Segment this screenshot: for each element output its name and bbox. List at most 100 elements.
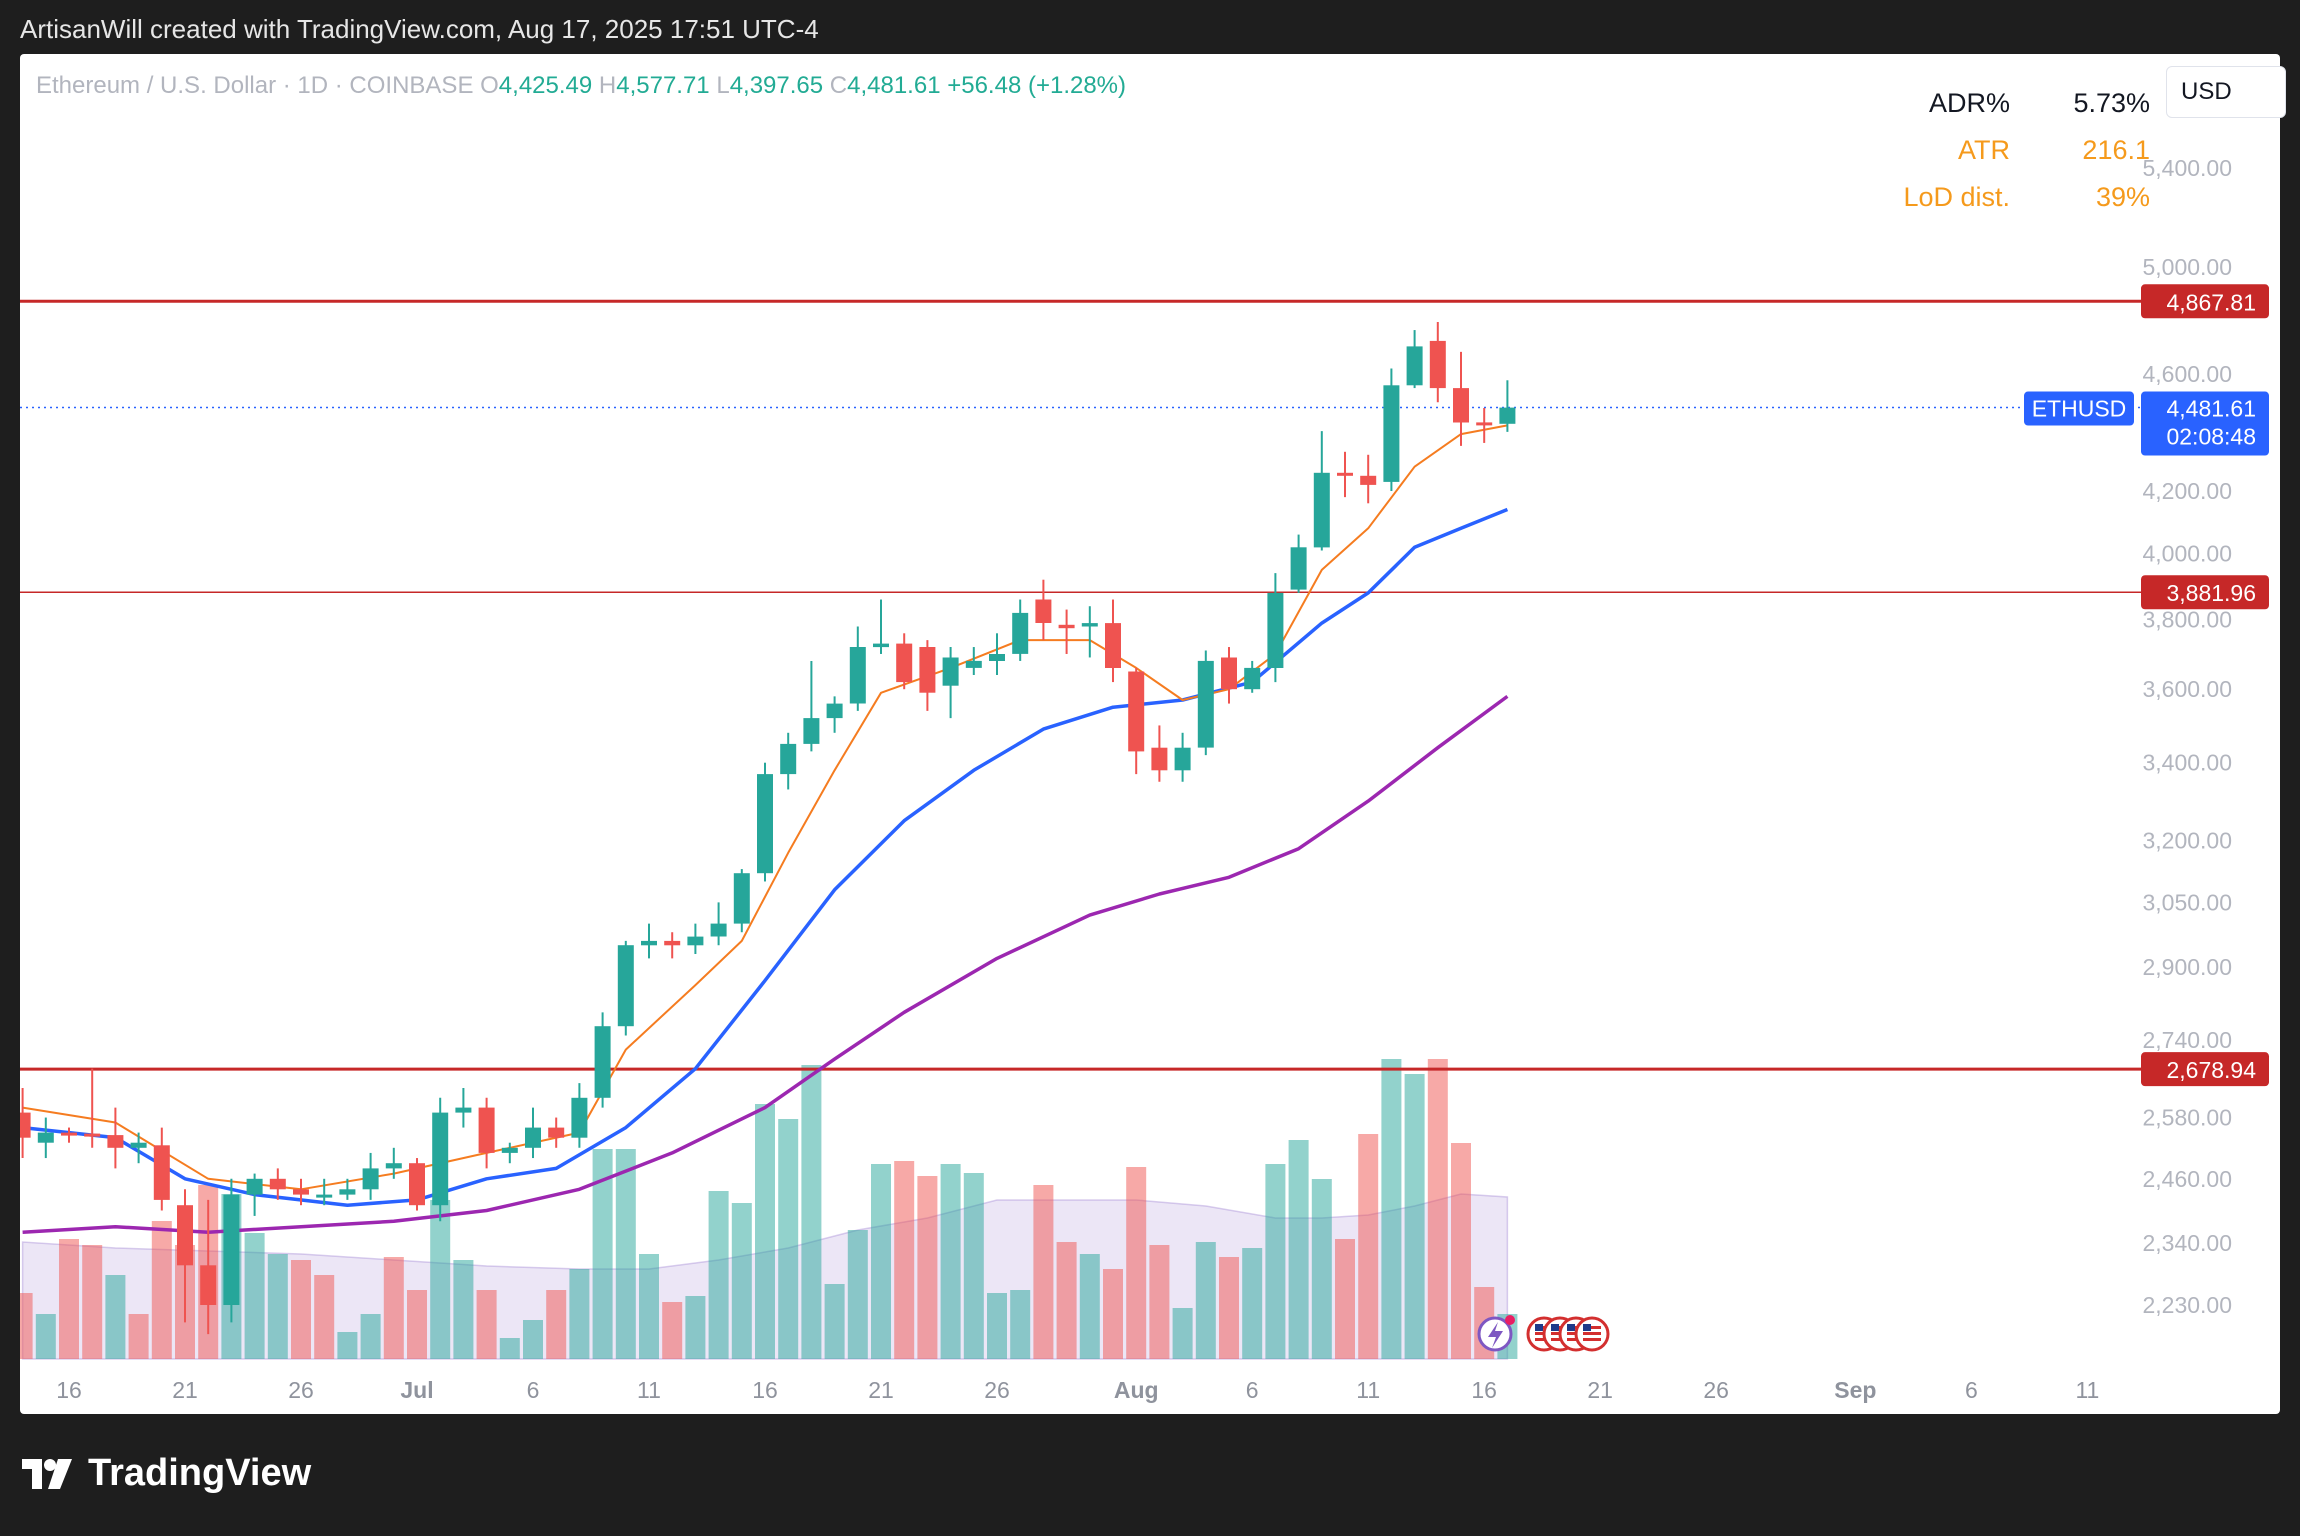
candle-body [965,660,982,668]
volume-bar [151,1221,172,1359]
candle-body [130,1142,147,1148]
flag-canton [1583,1324,1591,1331]
volume-bar [291,1260,311,1359]
price-chart[interactable]: 5,400.00 5,000.00 4,600.00 4,200.00 4,000.00… [20,54,2280,1414]
volume-bar [314,1275,335,1359]
stat-row-atr: ATR 216.1 [1890,127,2150,174]
x-tick-label: 11 [2075,1377,2099,1403]
y-tick-label: 2,340.00 [2142,1230,2232,1256]
close-value: 4,481.61 [847,72,941,99]
candle-body [733,873,750,924]
y-tick-label: 3,200.00 [2142,828,2232,854]
volume-bar [801,1065,822,1359]
volume-bar [1010,1290,1031,1359]
candle-body [1406,346,1423,386]
volume-bar [267,1254,288,1359]
y-tick-label: 3,050.00 [2142,889,2232,915]
candle-body [1151,747,1168,771]
volume-bar [894,1161,915,1359]
stat-label: ADR% [1928,88,2010,118]
candle-body [1429,340,1446,389]
candle-body [200,1265,217,1305]
level-tag-label: 2,678.94 [2166,1057,2256,1083]
x-tick-label: 21 [1587,1377,1613,1403]
level-tag [2141,1052,2269,1087]
stat-row-lod: LoD dist. 39% [1890,174,2150,221]
candle-body [1058,624,1075,629]
candle-body [1476,422,1493,426]
x-tick-label: 6 [1246,1377,1259,1403]
candle-body [223,1194,240,1305]
volume-bar [871,1164,891,1359]
candle-body [1197,660,1214,748]
y-tick-label: 2,580.00 [2142,1105,2232,1131]
y-tick-label: 5,000.00 [2142,254,2232,280]
price-tags: 4,867.81 3,881.96 2,678.94 4,481.6102:08:48… [2024,284,2269,1087]
candle-body [989,654,1005,661]
volume-bar [662,1302,683,1359]
x-tick-label: 6 [1965,1377,1978,1403]
volume-bar [592,1149,613,1359]
volume-bar [1242,1248,1263,1359]
x-tick-label: 26 [288,1377,314,1403]
candle-body [617,945,634,1027]
candle-body [1337,472,1353,476]
candle-body [641,940,657,946]
candle-body [525,1127,541,1148]
volume-bar [615,1149,636,1359]
volume-bar [1056,1242,1077,1359]
candle-body [246,1178,263,1195]
volume-bar [1149,1245,1170,1359]
y-tick-label: 2,230.00 [2142,1292,2232,1318]
volume-bar [523,1320,543,1359]
volume-bar [453,1260,474,1359]
level-tag-label: 4,867.81 [2166,289,2256,315]
volume-bar [407,1290,427,1359]
candle-body [1105,623,1121,668]
y-tick-label: 5,400.00 [2142,155,2232,181]
y-tick-label: 3,400.00 [2142,750,2232,776]
volume-bar [1288,1140,1309,1359]
candle-body [362,1168,379,1190]
stat-value: 39% [2095,182,2150,212]
candle-body [455,1107,472,1113]
candle-body [1267,592,1284,668]
currency-selector-button[interactable]: USD [2166,66,2286,118]
y-tick-label: 4,600.00 [2142,361,2232,387]
price-axis: 5,400.00 5,000.00 4,600.00 4,200.00 4,000.00… [2142,155,2232,1318]
candle-body [594,1026,611,1098]
flag-stripe [1583,1332,1601,1335]
y-tick-label: 3,800.00 [2142,607,2232,633]
volume-bar [1404,1074,1425,1359]
candle-body [339,1189,356,1195]
candle-body [1174,747,1191,771]
volume-bar [1427,1059,1448,1359]
volume-bar [35,1314,56,1359]
candle-body [1221,657,1237,690]
stat-row-adr: ADR% 5.73% [1890,80,2150,127]
candle-body [269,1178,286,1190]
candle-body [1244,667,1261,690]
candle-body [409,1163,425,1206]
chart-panel[interactable]: 5,400.00 5,000.00 4,600.00 4,200.00 4,000.00… [20,54,2286,1414]
candle-body [1360,475,1377,485]
flag-canton [1551,1324,1559,1331]
volume-layer [20,1059,1518,1360]
low-value: 4,397.65 [729,72,824,99]
volume-bar [778,1119,799,1359]
candle-body [61,1132,77,1136]
candle-body [896,643,913,683]
candle-body [177,1205,193,1266]
candle-body [84,1133,101,1137]
open-value: 4,425.49 [498,72,593,99]
tradingview-brand: TradingView [22,1452,311,1495]
ema-slow-line [22,694,1509,1234]
volume-bar [755,1104,775,1359]
volume-bar [59,1239,79,1359]
last-price-label: 4,481.61 [2166,396,2256,422]
volume-bar [20,1293,33,1359]
volume-bar [1033,1185,1054,1359]
event-marker-group[interactable] [1477,1315,1610,1352]
candle-body [826,703,843,719]
chart-caption: ArtisanWill created with TradingView.com… [20,14,819,44]
